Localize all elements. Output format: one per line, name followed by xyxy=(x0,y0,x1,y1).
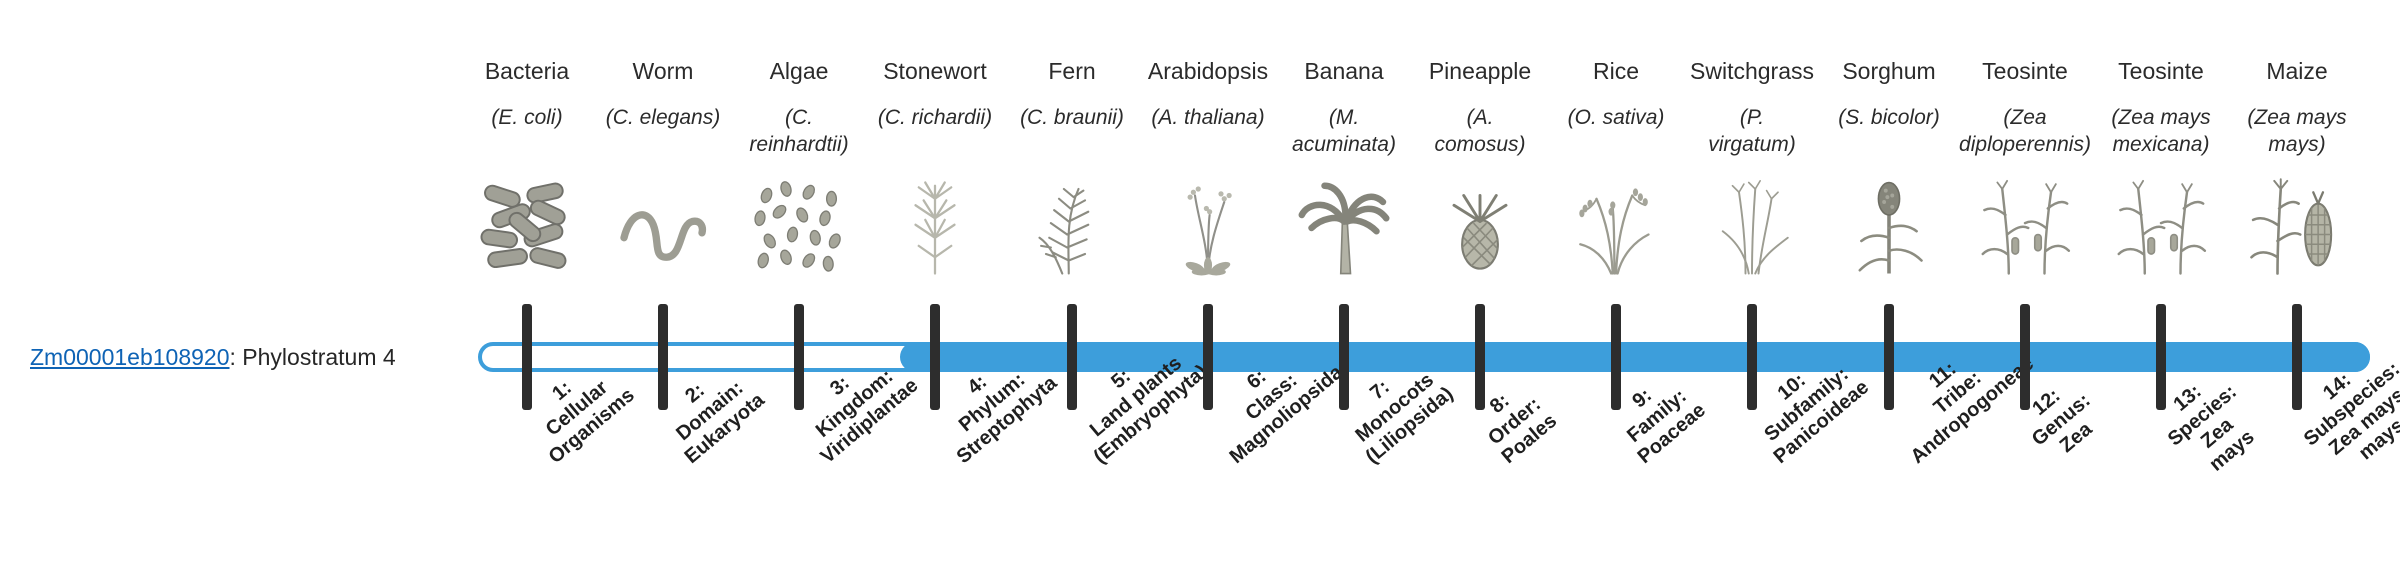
organism-latin-name: (Zea diploperennis) xyxy=(1959,106,2091,156)
organism-common-name: Sorghum xyxy=(1842,58,1936,84)
organism-common-name: Teosinte xyxy=(2118,58,2204,84)
phylostratum-label: 11: Tribe: Andropogoneae xyxy=(1906,352,2039,469)
timeline-tick xyxy=(1884,304,1894,410)
organism-common-name: Banana xyxy=(1304,58,1384,84)
phylostratum-label: 13: Species: Zea mays xyxy=(2163,380,2259,476)
organism-common-name: Teosinte xyxy=(1982,58,2068,84)
timeline-tick xyxy=(1067,304,1077,410)
teosinte-mexicana-icon xyxy=(2096,168,2226,282)
worm-icon xyxy=(598,168,728,282)
timeline-tick xyxy=(2020,304,2030,410)
organism-common-name: Algae xyxy=(769,58,829,84)
rice-icon xyxy=(1551,168,1681,282)
timeline-tick xyxy=(794,304,804,410)
timeline-tick xyxy=(2156,304,2166,410)
organism-common-name: Switchgrass xyxy=(1690,58,1814,84)
timeline-tick xyxy=(1747,304,1757,410)
organism-latin-name: (Zea mays mexicana) xyxy=(2111,106,2211,156)
organism-common-name: Rice xyxy=(1592,58,1640,84)
organism-common-name: Arabidopsis xyxy=(1147,58,1269,84)
organism-latin-name: (O. sativa) xyxy=(1567,106,1665,129)
timeline-tick xyxy=(522,304,532,410)
organism-common-name: Pineapple xyxy=(1428,58,1532,84)
bacteria-icon xyxy=(462,168,592,282)
organism-latin-name: (Zea mays mays) xyxy=(2247,106,2347,156)
pineapple-icon xyxy=(1415,168,1545,282)
organism-latin-name: (C. reinhardtii) xyxy=(749,106,849,156)
timeline-tick xyxy=(1611,304,1621,410)
stonewort-icon xyxy=(870,168,1000,282)
maize-icon xyxy=(2232,168,2362,282)
arabidopsis-icon xyxy=(1143,168,1273,282)
timeline-tick xyxy=(2292,304,2302,410)
gene-id-link[interactable]: Zm00001eb108920 xyxy=(30,344,230,370)
organism-latin-name: (C. braunii) xyxy=(1020,106,1124,129)
organism-latin-name: (E. coli) xyxy=(491,106,563,129)
organism-latin-name: (A. comosus) xyxy=(1434,106,1526,156)
organism-common-name: Fern xyxy=(1048,58,1096,84)
timeline-tick xyxy=(1475,304,1485,410)
organism-latin-name: (A. thaliana) xyxy=(1151,106,1265,129)
phylostratum-text: : Phylostratum 4 xyxy=(229,344,396,370)
organism-latin-name: (P. virgatum) xyxy=(1708,106,1796,156)
sorghum-icon xyxy=(1824,168,1954,282)
organism-common-name: Stonewort xyxy=(883,58,987,84)
timeline-tick xyxy=(930,304,940,410)
timeline-tick xyxy=(1339,304,1349,410)
timeline-tick xyxy=(1203,304,1213,410)
switchgrass-icon xyxy=(1687,168,1817,282)
fern-icon xyxy=(1007,168,1137,282)
organism-latin-name: (S. bicolor) xyxy=(1838,106,1940,129)
organism-latin-name: (C. elegans) xyxy=(605,106,721,129)
timeline-tick xyxy=(658,304,668,410)
organism-common-name: Worm xyxy=(632,58,694,84)
organism-latin-name: (M. acuminata) xyxy=(1292,106,1396,156)
teosinte-diploperennis-icon xyxy=(1960,168,2090,282)
timeline-bar-fill xyxy=(900,342,2370,372)
organism-common-name: Bacteria xyxy=(484,58,570,84)
organism-common-name: Maize xyxy=(2266,58,2328,84)
organism-latin-name: (C. richardii) xyxy=(877,106,993,129)
gene-label: Zm00001eb108920: Phylostratum 4 xyxy=(30,344,396,371)
banana-icon xyxy=(1279,168,1409,282)
algae-icon xyxy=(734,168,864,282)
